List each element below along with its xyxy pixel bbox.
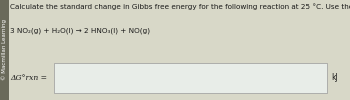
FancyBboxPatch shape xyxy=(0,0,9,100)
Text: © Macmillan Learning: © Macmillan Learning xyxy=(1,20,7,80)
Text: kJ: kJ xyxy=(331,74,337,82)
FancyBboxPatch shape xyxy=(54,63,327,93)
Text: ΔG°rxn =: ΔG°rxn = xyxy=(10,74,48,82)
Text: Calculate the standard change in Gibbs free energy for the following reaction at: Calculate the standard change in Gibbs f… xyxy=(10,3,350,10)
Text: 3 NO₂(g) + H₂O(l) → 2 HNO₃(l) + NO(g): 3 NO₂(g) + H₂O(l) → 2 HNO₃(l) + NO(g) xyxy=(10,28,150,34)
